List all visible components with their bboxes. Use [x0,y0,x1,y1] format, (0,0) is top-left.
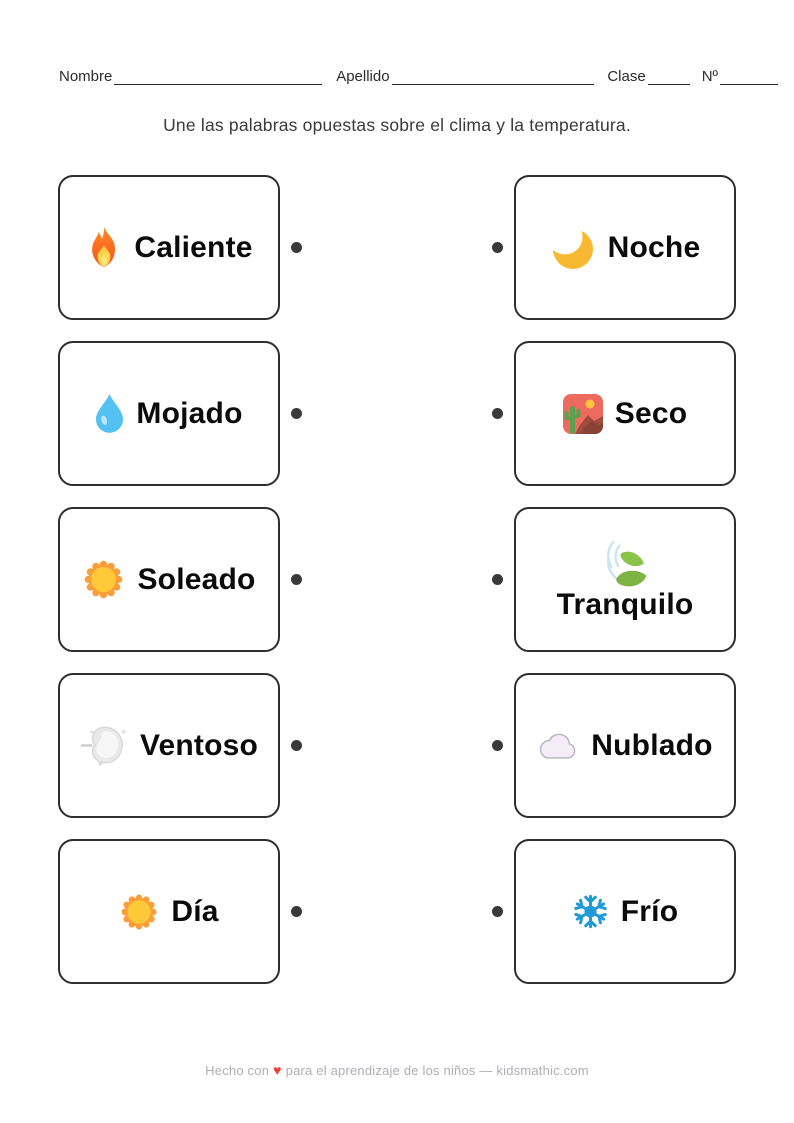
card-dia[interactable]: Día [58,839,280,984]
sun-icon [82,558,125,601]
heart-icon: ♥ [273,1062,282,1078]
card-seco[interactable]: Seco [514,341,736,486]
instruction-text: Une las palabras opuestas sobre el clima… [163,115,631,135]
cloud-icon [537,731,579,760]
header: Nombre Apellido Clase Nº [59,63,778,85]
fire-icon [85,226,122,269]
card-word: Caliente [134,230,253,264]
card-word: Mojado [136,396,243,430]
match-row-2: Mojado [58,341,736,486]
card-soleado[interactable]: Soleado [58,507,280,652]
name-label: Nombre [59,68,113,85]
card-word: Nublado [591,728,713,762]
fluttering-leaf-icon [598,537,652,587]
card-word: Frío [620,894,679,928]
card-tranquilo[interactable]: Tranquilo [514,507,736,652]
card-mojado[interactable]: Mojado [58,341,280,486]
footer-text-after: para el aprendizaje de los niños — kidsm… [285,1063,589,1078]
name-field-line[interactable] [114,68,323,85]
card-word: Seco [614,396,688,430]
class-field-line[interactable] [647,68,690,85]
connector-dot-left-5[interactable] [291,906,302,917]
connector-dot-right-2[interactable] [492,408,503,419]
footer-text-before: Hecho con [205,1063,270,1078]
connector-dot-right-4[interactable] [492,740,503,751]
connector-dot-left-3[interactable] [291,574,302,585]
connector-dot-left-2[interactable] [291,408,302,419]
sun-icon [119,892,159,932]
card-frio[interactable]: Frío [514,839,736,984]
snowflake-icon [572,893,609,930]
match-row-4: Ventoso Nublado [58,673,736,818]
card-word: Soleado [137,562,256,596]
class-label: Clase [607,68,646,85]
connector-dot-left-4[interactable] [291,740,302,751]
connector-dot-left-1[interactable] [291,242,302,253]
card-nublado[interactable]: Nublado [514,673,736,818]
desert-icon [562,393,603,434]
match-row-5: Día Frío [58,839,736,984]
matching-area: Caliente Noche [0,175,794,984]
connector-dot-right-1[interactable] [492,242,503,253]
connector-dot-right-5[interactable] [492,906,503,917]
number-field-line[interactable] [720,68,778,85]
surname-field-line[interactable] [391,68,595,85]
card-word: Noche [607,230,701,264]
connector-dot-right-3[interactable] [492,574,503,585]
surname-label: Apellido [336,68,390,85]
card-caliente[interactable]: Caliente [58,175,280,320]
wind-face-icon [80,724,128,767]
crescent-moon-icon [550,225,596,271]
card-word: Ventoso [139,728,259,762]
card-noche[interactable]: Noche [514,175,736,320]
card-ventoso[interactable]: Ventoso [58,673,280,818]
match-row-1: Caliente Noche [58,175,736,320]
footer-credit: Hecho con ♥ para el aprendizaje de los niñ… [0,1062,794,1078]
card-word: Tranquilo [556,588,694,621]
droplet-icon [95,393,124,434]
match-row-3: Soleado Tranquilo [58,507,736,652]
card-word: Día [171,894,219,928]
number-label: Nº [701,68,718,85]
